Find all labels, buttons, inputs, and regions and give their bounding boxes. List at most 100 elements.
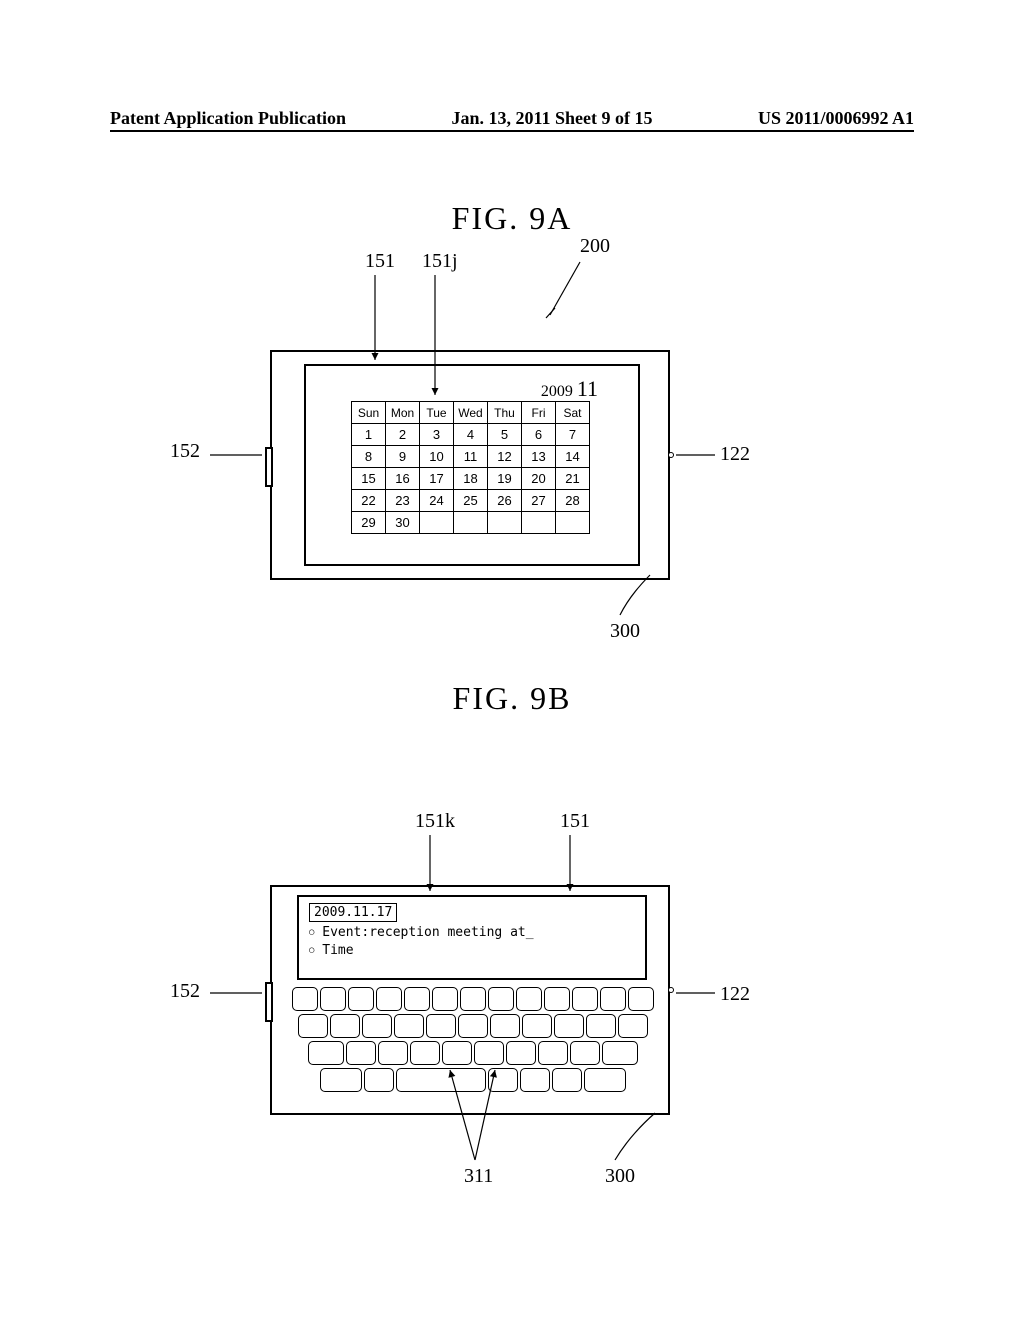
calendar-cell[interactable]: 10 (420, 446, 454, 468)
calendar-cell[interactable]: 30 (386, 512, 420, 534)
key[interactable] (538, 1041, 568, 1065)
key[interactable] (432, 987, 458, 1011)
calendar-cell[interactable]: 14 (556, 446, 590, 468)
key[interactable] (426, 1014, 456, 1038)
key[interactable] (586, 1014, 616, 1038)
header-rule (110, 130, 914, 132)
key[interactable] (404, 987, 430, 1011)
key[interactable] (442, 1041, 472, 1065)
calendar-cell[interactable]: 6 (522, 424, 556, 446)
calendar-table[interactable]: Sun Mon Tue Wed Thu Fri Sat 123456789101… (351, 401, 590, 534)
day-header: Tue (420, 402, 454, 424)
key[interactable] (602, 1041, 638, 1065)
calendar-cell[interactable] (488, 512, 522, 534)
key[interactable] (570, 1041, 600, 1065)
calendar-cell[interactable]: 17 (420, 468, 454, 490)
display-screen-a[interactable]: 2009 11 Sun Mon Tue Wed Thu Fri Sat 1234… (304, 364, 640, 566)
side-button-a[interactable] (668, 452, 674, 458)
calendar-cell[interactable] (420, 512, 454, 534)
calendar-cell[interactable]: 18 (454, 468, 488, 490)
calendar-cell[interactable] (522, 512, 556, 534)
calendar-cell[interactable]: 9 (386, 446, 420, 468)
key[interactable] (618, 1014, 648, 1038)
keyboard-row (288, 1041, 658, 1065)
calendar-cell[interactable]: 25 (454, 490, 488, 512)
key[interactable] (320, 1068, 362, 1092)
calendar-cell[interactable]: 23 (386, 490, 420, 512)
calendar-cell[interactable] (454, 512, 488, 534)
keyboard[interactable] (288, 987, 658, 1095)
ref-151k: 151k (415, 810, 455, 833)
calendar-cell[interactable]: 3 (420, 424, 454, 446)
key[interactable] (308, 1041, 344, 1065)
key[interactable] (394, 1014, 424, 1038)
display-screen-b[interactable]: 2009.11.17 ○ Event:reception meeting at_… (297, 895, 647, 980)
key[interactable] (292, 987, 318, 1011)
volume-button-b[interactable] (265, 982, 273, 1022)
key[interactable] (552, 1068, 582, 1092)
calendar-cell[interactable]: 1 (352, 424, 386, 446)
calendar-cell[interactable]: 21 (556, 468, 590, 490)
calendar-cell[interactable]: 4 (454, 424, 488, 446)
ref-300: 300 (610, 620, 640, 643)
key[interactable] (516, 987, 542, 1011)
calendar-cell[interactable]: 7 (556, 424, 590, 446)
key[interactable] (364, 1068, 394, 1092)
key[interactable] (520, 1068, 550, 1092)
device-body-b: 2009.11.17 ○ Event:reception meeting at_… (270, 885, 670, 1115)
key[interactable] (488, 1068, 518, 1092)
day-header: Fri (522, 402, 556, 424)
calendar-cell[interactable]: 22 (352, 490, 386, 512)
ref-311: 311 (464, 1165, 493, 1188)
key[interactable] (348, 987, 374, 1011)
volume-button-a[interactable] (265, 447, 273, 487)
calendar-cell[interactable] (556, 512, 590, 534)
key[interactable] (628, 987, 654, 1011)
calendar-cell[interactable]: 20 (522, 468, 556, 490)
key[interactable] (362, 1014, 392, 1038)
key[interactable] (490, 1014, 520, 1038)
key[interactable] (460, 987, 486, 1011)
calendar-cell[interactable]: 11 (454, 446, 488, 468)
key[interactable] (522, 1014, 552, 1038)
calendar-cell[interactable]: 13 (522, 446, 556, 468)
calendar-cell[interactable]: 29 (352, 512, 386, 534)
key[interactable] (572, 987, 598, 1011)
calendar-cell[interactable]: 26 (488, 490, 522, 512)
key[interactable] (474, 1041, 504, 1065)
key[interactable] (346, 1041, 376, 1065)
calendar-cell[interactable]: 27 (522, 490, 556, 512)
calendar-cell[interactable]: 5 (488, 424, 522, 446)
day-header: Mon (386, 402, 420, 424)
key[interactable] (298, 1014, 328, 1038)
calendar-cell[interactable]: 16 (386, 468, 420, 490)
calendar-cell[interactable]: 2 (386, 424, 420, 446)
ref-122: 122 (720, 443, 750, 466)
calendar-month: 11 (577, 376, 598, 401)
calendar-cell[interactable]: 24 (420, 490, 454, 512)
time-line: ○ Time (309, 943, 635, 958)
calendar-cell[interactable]: 8 (352, 446, 386, 468)
calendar-cell[interactable]: 15 (352, 468, 386, 490)
key[interactable] (544, 987, 570, 1011)
event-line: ○ Event:reception meeting at_ (309, 925, 635, 940)
key[interactable] (458, 1014, 488, 1038)
spacebar-key[interactable] (396, 1068, 486, 1092)
key[interactable] (600, 987, 626, 1011)
key[interactable] (410, 1041, 440, 1065)
key[interactable] (330, 1014, 360, 1038)
calendar-cell[interactable]: 12 (488, 446, 522, 468)
calendar-cell[interactable]: 19 (488, 468, 522, 490)
time-text: Time (322, 943, 353, 958)
key[interactable] (554, 1014, 584, 1038)
key[interactable] (506, 1041, 536, 1065)
figure-9b: 2009.11.17 ○ Event:reception meeting at_… (270, 885, 670, 1115)
key[interactable] (378, 1041, 408, 1065)
calendar-cell[interactable]: 28 (556, 490, 590, 512)
date-box[interactable]: 2009.11.17 (309, 903, 397, 922)
key[interactable] (376, 987, 402, 1011)
key[interactable] (320, 987, 346, 1011)
key[interactable] (584, 1068, 626, 1092)
side-button-b[interactable] (668, 987, 674, 993)
key[interactable] (488, 987, 514, 1011)
